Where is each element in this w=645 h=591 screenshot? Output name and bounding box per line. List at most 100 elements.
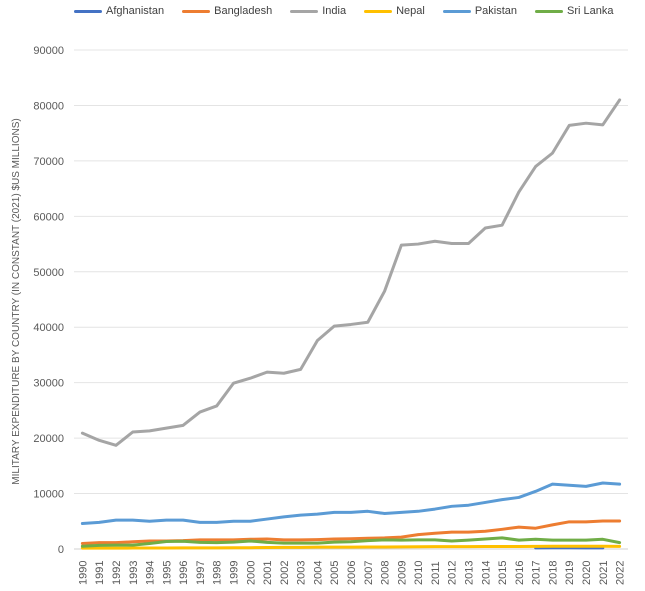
x-tick-label: 1995: [161, 561, 173, 585]
y-tick-label: 20000: [33, 433, 64, 445]
data-point: [232, 547, 234, 549]
data-point: [484, 545, 486, 547]
legend-swatch: [364, 10, 392, 13]
data-point: [115, 444, 117, 446]
data-point: [350, 323, 352, 325]
gridlines: [74, 50, 628, 549]
legend-item-sri-lanka: Sri Lanka: [535, 5, 613, 17]
legend-label: Nepal: [396, 5, 425, 17]
data-point: [165, 540, 167, 542]
data-point: [98, 544, 100, 546]
data-point: [215, 547, 217, 549]
data-point: [132, 544, 134, 546]
data-point: [350, 538, 352, 540]
data-point: [618, 520, 620, 522]
x-tick-label: 2013: [464, 561, 476, 585]
x-tick-label: 2019: [564, 561, 576, 585]
data-point: [501, 224, 503, 226]
data-point: [283, 546, 285, 548]
data-point: [283, 372, 285, 374]
data-point: [148, 520, 150, 522]
data-point: [232, 520, 234, 522]
data-point: [451, 242, 453, 244]
data-point: [434, 532, 436, 534]
data-point: [299, 546, 301, 548]
legend-swatch: [290, 10, 318, 13]
data-point: [266, 371, 268, 373]
x-tick-label: 2004: [312, 561, 324, 585]
x-tick-label: 2016: [514, 561, 526, 585]
x-tick-label: 1990: [77, 561, 89, 585]
data-point: [602, 545, 604, 547]
data-point: [568, 539, 570, 541]
y-axis-title: MILITARY EXPENDITURE BY COUNTRY (IN CONS…: [11, 118, 22, 484]
x-tick-label: 2011: [430, 561, 442, 585]
data-point: [333, 511, 335, 513]
x-tick-label: 2020: [581, 561, 593, 585]
data-point: [585, 539, 587, 541]
x-tick-label: 1996: [178, 561, 190, 585]
data-point: [451, 531, 453, 533]
data-point: [249, 547, 251, 549]
x-tick-label: 1992: [111, 561, 123, 585]
data-point: [602, 124, 604, 126]
data-point: [215, 539, 217, 541]
y-tick-label: 30000: [33, 378, 64, 390]
data-point: [484, 227, 486, 229]
x-tick-label: 2009: [396, 561, 408, 585]
data-point: [266, 518, 268, 520]
data-point: [367, 321, 369, 323]
data-point: [417, 539, 419, 541]
data-point: [602, 482, 604, 484]
y-tick-label: 60000: [33, 211, 64, 223]
data-point: [484, 538, 486, 540]
data-point: [132, 431, 134, 433]
x-tick-label: 1994: [145, 561, 157, 585]
x-tick-label: 1991: [94, 561, 106, 585]
x-tick-label: 2012: [447, 561, 459, 585]
data-point: [518, 539, 520, 541]
data-point: [182, 424, 184, 426]
x-tick-label: 1993: [128, 561, 140, 585]
legend-item-india: India: [290, 5, 346, 17]
series-line-pakistan: [82, 483, 619, 523]
data-point: [383, 546, 385, 548]
data-point: [299, 539, 301, 541]
data-point: [232, 382, 234, 384]
data-point: [266, 541, 268, 543]
data-point: [333, 538, 335, 540]
data-point: [467, 539, 469, 541]
data-point: [232, 541, 234, 543]
data-point: [400, 244, 402, 246]
data-point: [350, 511, 352, 513]
legend-label: Bangladesh: [214, 5, 272, 17]
x-tick-label: 2015: [497, 561, 509, 585]
data-point: [367, 539, 369, 541]
data-point: [333, 546, 335, 548]
x-tick-label: 2006: [346, 561, 358, 585]
data-point: [417, 510, 419, 512]
x-tick-label: 2022: [615, 561, 627, 585]
x-tick-label: 2000: [245, 561, 257, 585]
data-point: [501, 545, 503, 547]
data-point: [148, 547, 150, 549]
data-point: [132, 547, 134, 549]
x-tick-label: 2008: [380, 561, 392, 585]
data-point: [199, 539, 201, 541]
data-point: [148, 540, 150, 542]
data-point: [81, 545, 83, 547]
y-tick-label: 40000: [33, 322, 64, 334]
data-point: [350, 546, 352, 548]
data-point: [383, 539, 385, 541]
data-point: [98, 439, 100, 441]
data-point: [266, 546, 268, 548]
data-point: [215, 541, 217, 543]
data-point: [98, 521, 100, 523]
data-point: [115, 541, 117, 543]
data-point: [199, 521, 201, 523]
data-point: [98, 547, 100, 549]
y-tick-label: 90000: [33, 45, 64, 57]
data-point: [283, 516, 285, 518]
